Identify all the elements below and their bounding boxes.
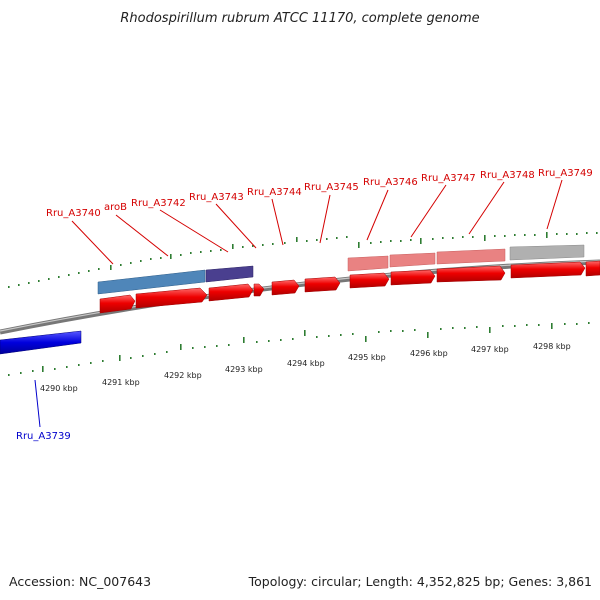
- feature-bar: [347, 255, 389, 272]
- gene-label: Rru_A3746: [363, 177, 418, 188]
- outer-tick-row: [8, 232, 598, 288]
- gene-label: Rru_A3743: [189, 192, 244, 203]
- cds-arrow-forward: [271, 279, 300, 296]
- feature-bar: [97, 269, 206, 295]
- gene-label: Rru_A3748: [480, 170, 535, 181]
- scale-label: 4291 kbp: [102, 378, 140, 387]
- cds-arrow-forward: [390, 269, 436, 286]
- label-leaders-forward: [71, 179, 563, 265]
- cds-arrow-forward: [436, 265, 506, 283]
- feature-bar: [436, 248, 506, 265]
- scale-label: 4294 kbp: [287, 359, 325, 368]
- label-leader-reverse: [34, 379, 41, 428]
- cds-arrow-forward: [135, 287, 208, 309]
- gene-labels-forward: Rru_A3740 aroB Rru_A3742 Rru_A3743 Rru_A…: [46, 168, 593, 219]
- cds-arrow-forward: [349, 272, 390, 289]
- scale-labels: 4290 kbp 4291 kbp 4292 kbp 4293 kbp 4294…: [40, 342, 571, 393]
- cds-arrow-forward: [253, 283, 265, 297]
- cds-arrow-forward: [304, 276, 341, 293]
- gene-label-reverse: Rru_A3739: [16, 431, 71, 442]
- feature-bar: [509, 244, 585, 261]
- scale-label: 4296 kbp: [410, 349, 448, 358]
- gene-label: Rru_A3749: [538, 168, 593, 179]
- scale-label: 4297 kbp: [471, 345, 509, 354]
- gene-label: Rru_A3744: [247, 187, 302, 198]
- cds-arrow-forward: [208, 283, 254, 302]
- cds-arrow-forward: [510, 261, 586, 279]
- accession-text: Accession: NC_007643: [9, 574, 151, 589]
- cds-arrow-forward: [99, 294, 136, 314]
- map-title: Rhodospirillum rubrum ATCC 11170, comple…: [120, 11, 479, 26]
- genome-backbone-highlight: [0, 260, 600, 332]
- reverse-cds-track: [0, 330, 82, 355]
- cds-arrow-forward: [585, 260, 600, 277]
- forward-cds-track: [99, 260, 600, 314]
- genome-summary-text: Topology: circular; Length: 4,352,825 bp…: [248, 574, 592, 589]
- cds-arrow-reverse: [0, 330, 82, 355]
- scale-label: 4293 kbp: [225, 365, 263, 374]
- genome-backbone: [0, 259, 600, 335]
- scale-label: 4290 kbp: [40, 384, 78, 393]
- gene-label: aroB: [104, 202, 127, 213]
- gene-label: Rru_A3747: [421, 173, 476, 184]
- gene-label: Rru_A3745: [304, 182, 359, 193]
- scale-label: 4298 kbp: [533, 342, 571, 351]
- feature-track: [97, 244, 585, 295]
- inner-tick-row: [8, 322, 590, 376]
- scale-label: 4295 kbp: [348, 353, 386, 362]
- feature-bar: [389, 252, 436, 268]
- feature-bar: [205, 265, 254, 283]
- gene-label: Rru_A3740: [46, 208, 101, 219]
- scale-label: 4292 kbp: [164, 371, 202, 380]
- gene-label: Rru_A3742: [131, 198, 186, 209]
